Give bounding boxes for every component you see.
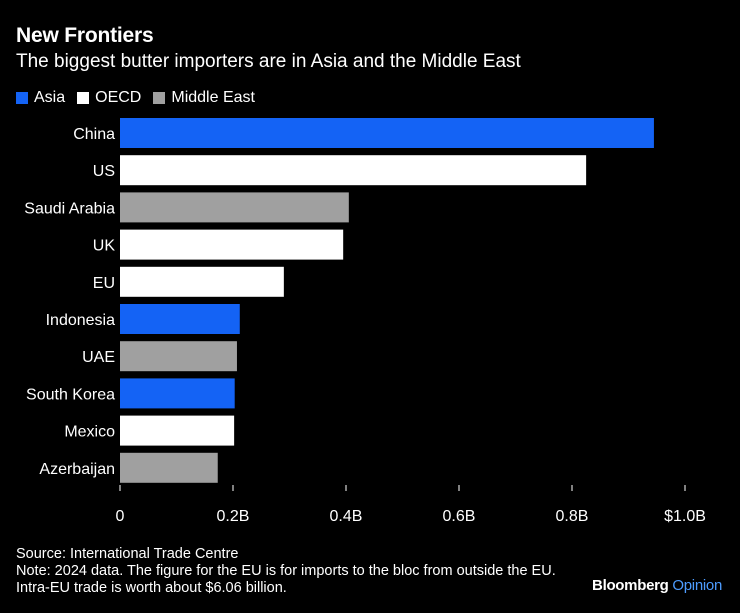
legend-item-middle-east: Middle East (153, 89, 255, 107)
chart-subtitle: The biggest butter importers are in Asia… (16, 51, 521, 72)
category-label-saudi-arabia: Saudi Arabia (24, 200, 115, 217)
bar-uk (120, 229, 344, 260)
legend-label-middle-east: Middle East (171, 89, 255, 106)
category-label-indonesia: Indonesia (46, 312, 115, 329)
legend-swatch-middle-east (153, 92, 166, 104)
bar-indonesia (120, 304, 240, 334)
bar-china (120, 118, 654, 148)
bar-us (120, 155, 587, 186)
category-label-eu: EU (93, 275, 115, 292)
x-tick-label: 0 (116, 508, 125, 525)
category-label-azerbaijan: Azerbaijan (39, 461, 115, 478)
legend-item-asia: Asia (16, 89, 65, 107)
x-tick-label: 0.8B (556, 508, 589, 525)
category-label-mexico: Mexico (64, 424, 115, 441)
category-label-south-korea: South Korea (26, 386, 115, 403)
brand-name: Bloomberg (592, 577, 669, 594)
source-text: Source: International Trade Centre (16, 546, 239, 562)
bar-saudi-arabia (120, 192, 349, 223)
bloomberg-opinion-logo: Bloomberg Opinion (592, 577, 722, 594)
bar-south-korea (120, 378, 235, 409)
category-label-uae: UAE (82, 349, 115, 366)
bar-uae (120, 341, 237, 372)
legend: Asia OECD Middle East (16, 89, 267, 107)
category-label-china: China (73, 126, 115, 143)
bar-mexico (120, 415, 235, 446)
brand-suffix: Opinion (672, 577, 722, 594)
legend-item-oecd: OECD (77, 89, 141, 107)
legend-swatch-oecd (77, 92, 90, 104)
footer: Source: International Trade Centre Note:… (16, 546, 576, 597)
x-tick-label: 0.6B (443, 508, 476, 525)
x-tick-label: $1.0B (664, 508, 706, 525)
legend-label-oecd: OECD (95, 89, 142, 106)
note-text: Note: 2024 data. The figure for the EU i… (16, 563, 556, 596)
category-label-uk: UK (93, 238, 116, 255)
category-label-us: US (93, 163, 115, 180)
chart-title: New Frontiers (16, 24, 154, 47)
x-tick-label: 0.4B (330, 508, 363, 525)
bar-azerbaijan (120, 452, 218, 483)
x-tick-label: 0.2B (217, 508, 250, 525)
legend-swatch-asia (16, 92, 28, 104)
bar-eu (120, 266, 284, 297)
legend-label-asia: Asia (34, 89, 66, 106)
bar-chart: China US Saudi Arabia UK EU Indonesia UAE South… (24, 118, 706, 525)
